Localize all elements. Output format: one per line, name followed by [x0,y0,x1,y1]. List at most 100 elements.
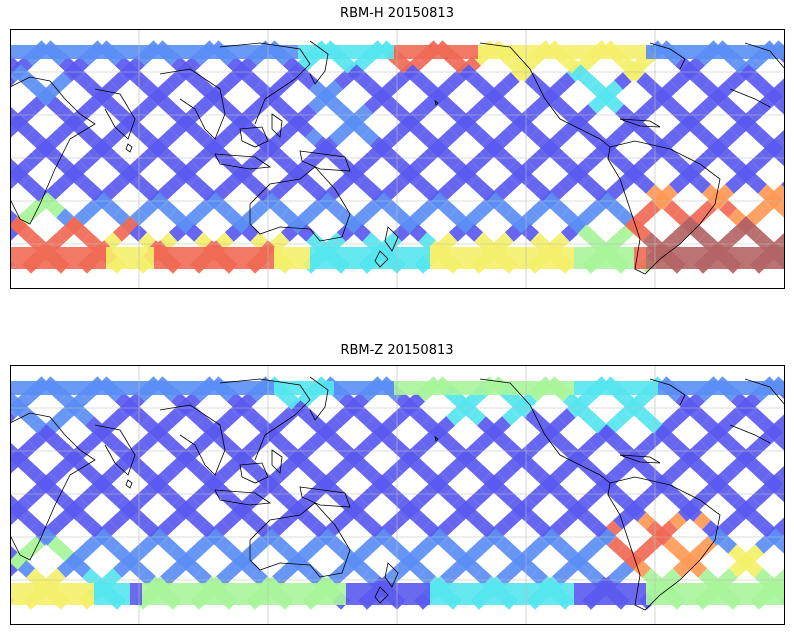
rbm-z-track-segment [609,464,627,482]
rbm-h-track-segment [49,128,67,146]
rbm-z-track-segment [297,560,316,578]
rbm-h-track-segment [303,152,321,170]
rbm-h-band-cell [766,247,778,269]
rbm-z-band-cell [10,381,22,395]
rbm-z-band-cell [514,381,526,395]
rbm-z-track-segment [29,416,47,434]
rbm-h-track-segment [21,176,39,194]
rbm-z-track-segment [553,464,571,482]
rbm-z-band-cell [238,583,250,605]
rbm-z-track-segment [493,416,511,434]
rbm-h-track-segment [107,152,125,170]
rbm-h-track-segment [770,144,785,162]
rbm-z-band-cell [466,583,478,605]
rbm-z-track-segment [688,456,707,474]
rbm-z-track-segment [138,568,156,586]
rbm-z-track-segment [754,568,772,586]
rbm-h-track-segment [163,152,181,170]
rbm-z-track-segment [221,512,239,530]
rbm-z-band-cell [538,583,550,605]
rbm-h-band-cell [754,247,766,269]
rbm-z-band-cell [358,583,370,605]
rbm-h-band-cell [754,45,766,59]
rbm-h-track-segment [578,208,596,226]
rbm-h-track-segment [396,160,414,178]
rbm-h-track-segment [297,224,316,242]
rbm-z-track-segment [26,568,44,586]
rbm-h-track-segment [699,200,717,218]
rbm-h-track-segment [280,208,298,226]
rbm-z-track-segment [161,464,179,482]
rbm-h-track-segment [606,96,624,114]
rbm-h-track-segment [456,216,475,234]
rbm-z-track-segment [109,512,127,530]
rbm-h-band-cell [622,247,634,269]
rbm-h-track-segment [235,64,254,82]
rbm-h-band-cell [454,45,466,59]
rbm-h-track-segment [705,136,724,154]
rbm-z-track-segment [714,480,733,498]
rbm-z-band-cell [322,583,334,605]
rbm-z-track-segment [560,560,579,578]
rbm-z-track-segment [665,464,683,482]
rbm-h-track-segment [10,56,21,74]
rbm-h-track-segment [658,144,677,162]
rbm-z-track-segment [627,400,646,418]
rbm-z-band-cell [430,583,442,605]
rbm-h-track-segment [355,104,373,122]
rbm-h-track-segment [392,208,410,226]
rbm-z-track-segment [21,512,39,530]
rbm-h-track-segment [636,72,654,90]
rbm-h-track-segment [693,176,711,194]
rbm-z-track-segment [590,520,608,538]
rbm-h-track-segment [700,96,718,114]
rbm-h-track-segment [624,216,643,234]
rbm-z-track-segment [196,432,214,450]
rbm-z-track-segment [68,504,87,522]
rbm-h-track-segment [735,112,754,130]
rbm-z-track-segment [410,544,428,562]
rbm-z-band-cell [586,381,598,395]
rbm-z-band-cell [370,583,382,605]
rbm-h-track-segment [227,56,245,74]
rbm-z-band-cell [742,381,754,395]
rbm-h-track-segment [474,232,492,250]
rbm-h-track-segment [552,232,570,250]
rbm-h-track-segment [608,232,626,250]
rbm-z-track-segment [672,560,691,578]
rbm-z-track-segment [355,440,373,458]
rbm-h-track-segment [189,176,207,194]
rbm-h-track-segment [560,208,578,226]
rbm-z-band-cell [298,381,310,395]
rbm-h-band-cell [370,45,382,59]
rbm-h-track-segment [193,128,211,146]
rbm-z-track-segment [605,416,623,434]
rbm-h-band-cell [406,247,418,269]
rbm-h-band-cell [274,45,286,59]
rbm-z-band-cell [586,583,598,605]
rbm-z-track-segment [503,440,521,458]
rbm-h-band-cell [238,45,250,59]
rbm-z-band-cell [658,583,670,605]
rbm-z-band-cell [574,381,586,395]
rbm-h-track-segment [243,104,261,122]
rbm-h-track-segment [219,152,237,170]
rbm-h-band-cell [10,247,22,269]
rbm-h-track-segment [390,72,408,90]
rbm-h-track-segment [37,88,56,106]
rbm-h-band-cell [442,247,454,269]
rbm-z-track-segment [310,520,328,538]
rbm-h-track-segment [532,96,550,114]
rbm-z-track-segment [247,488,265,506]
rbm-h-band-cell [46,45,58,59]
rbm-z-track-segment [339,392,357,410]
rbm-h-track-segment [75,104,93,122]
rbm-z-track-segment [558,408,576,426]
rbm-h-track-segment [679,112,698,130]
rbm-h-track-segment [63,112,82,130]
rbm-z-coastline [309,376,329,421]
rbm-z-track-segment [309,416,327,434]
rbm-z-coastline [384,562,399,588]
rbm-z-track-segment [497,464,515,482]
rbm-h-track-segment [417,128,435,146]
